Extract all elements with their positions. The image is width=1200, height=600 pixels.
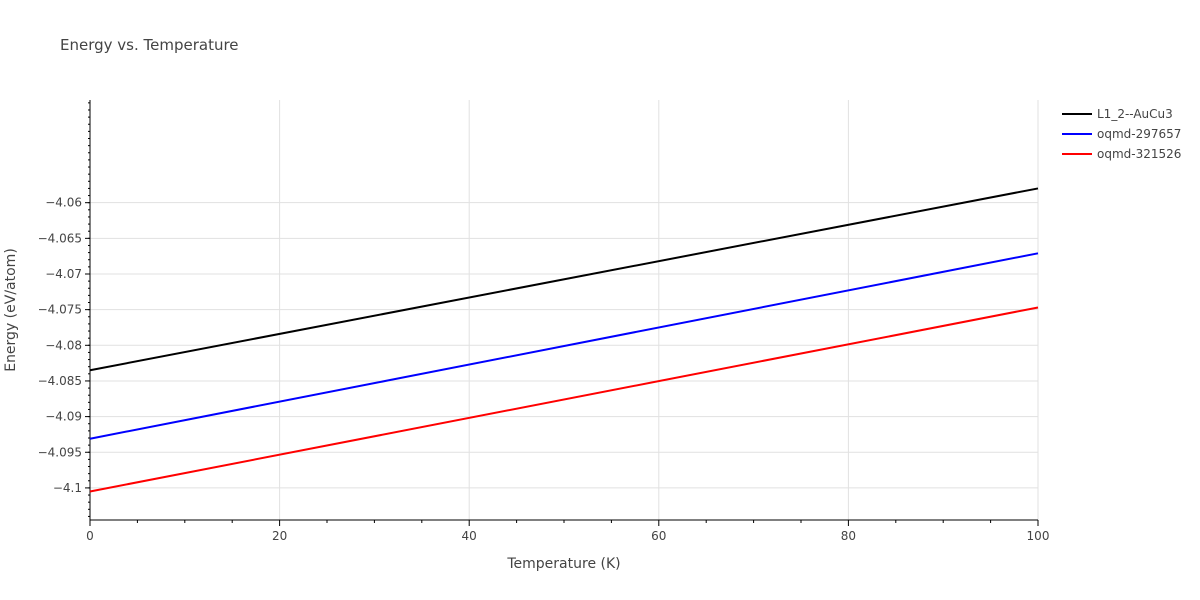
x-tick-label: 100 <box>1027 529 1050 543</box>
legend-label: L1_2--AuCu3 <box>1097 107 1173 121</box>
x-tick-label: 80 <box>841 529 856 543</box>
y-axis-ticks: −4.06 −4.065 −4.07 −4.075 −4.08 −4.085 −4.09 −4… <box>38 196 90 495</box>
y-tick-label: −4.085 <box>38 374 82 388</box>
x-tick-label: 60 <box>651 529 666 543</box>
y-axis-title: Energy (eV/atom) <box>3 248 19 372</box>
y-tick-label: −4.095 <box>38 445 82 459</box>
legend-item[interactable]: oqmd-297657 <box>1062 127 1181 141</box>
x-tick-label: 20 <box>272 529 287 543</box>
y-tick-label: −4.075 <box>38 303 82 317</box>
y-tick-label: −4.09 <box>45 410 82 424</box>
y-gridlines <box>90 202 1038 489</box>
legend-label: oqmd-297657 <box>1097 127 1181 141</box>
legend-item[interactable]: L1_2--AuCu3 <box>1062 107 1173 121</box>
series-line-2 <box>89 252 1039 440</box>
series-line-1 <box>89 187 1039 372</box>
legend-label: oqmd-321526 <box>1097 147 1181 161</box>
y-tick-label: −4.08 <box>45 338 82 352</box>
legend: L1_2--AuCu3 oqmd-297657 oqmd-321526 <box>1062 107 1181 161</box>
x-tick-label: 40 <box>462 529 477 543</box>
y-tick-label: −4.06 <box>45 196 82 210</box>
legend-item[interactable]: oqmd-321526 <box>1062 147 1181 161</box>
y-tick-label: −4.07 <box>45 267 82 281</box>
series-lines <box>89 187 1039 493</box>
series-line-3 <box>89 306 1039 493</box>
y-tick-label: −4.1 <box>53 481 82 495</box>
x-axis-ticks: 0 20 40 60 80 100 <box>86 520 1049 543</box>
minor-ticks <box>88 102 992 523</box>
chart-title: Energy vs. Temperature <box>60 36 239 54</box>
x-tick-label: 0 <box>86 529 94 543</box>
y-tick-label: −4.065 <box>38 231 82 245</box>
x-axis-title: Temperature (K) <box>506 556 620 572</box>
